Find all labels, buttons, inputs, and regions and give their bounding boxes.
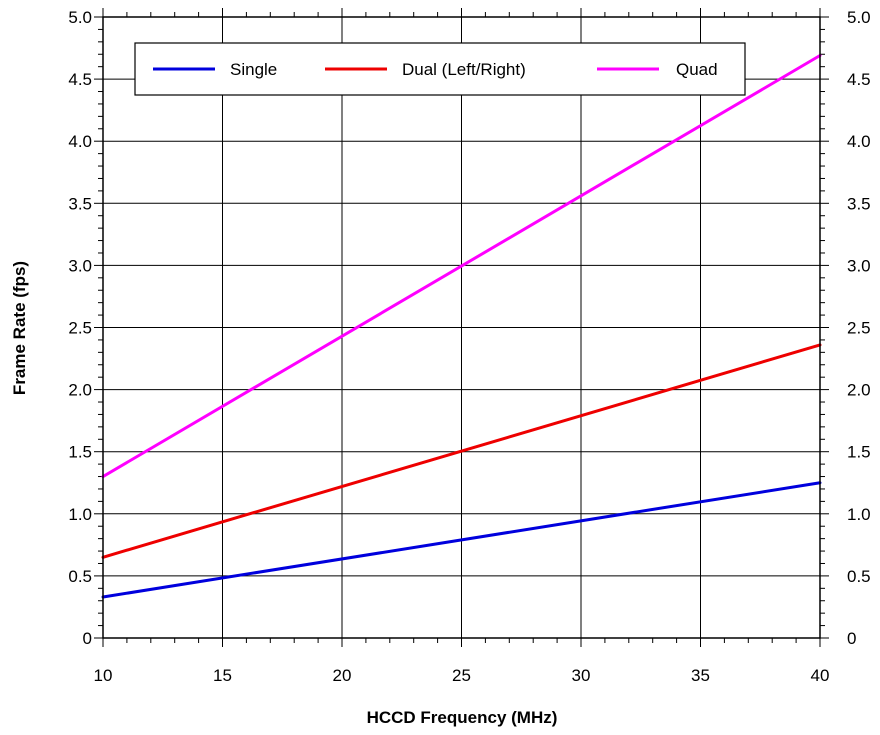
grid-lines <box>102 16 821 639</box>
y-tick-label-right: 3.0 <box>847 256 871 275</box>
series-line-dual <box>101 343 822 559</box>
legend-label-single: Single <box>230 60 277 79</box>
y-axis-title: Frame Rate (fps) <box>10 261 29 395</box>
y-tick-label-right: 0.5 <box>847 567 871 586</box>
series-line-single <box>101 481 822 599</box>
y-tick-label-left: 1.0 <box>68 505 92 524</box>
x-tick-label: 30 <box>572 666 591 685</box>
y-tick-label-right: 3.5 <box>847 194 871 213</box>
legend-label-quad: Quad <box>676 60 718 79</box>
y-tick-label-left: 0.5 <box>68 567 92 586</box>
minor-ticks <box>94 8 829 647</box>
x-tick-labels: 10 15 20 25 30 35 40 <box>94 666 830 685</box>
y-tick-label-left: 2.5 <box>68 319 92 338</box>
y-tick-label-left: 0 <box>83 629 92 648</box>
x-tick-label: 10 <box>94 666 113 685</box>
y-tick-label-left: 3.5 <box>68 194 92 213</box>
y-tick-label-left: 3.0 <box>68 256 92 275</box>
y-tick-label-right: 5.0 <box>847 8 871 27</box>
x-tick-label: 35 <box>691 666 710 685</box>
y-tick-label-left: 5.0 <box>68 8 92 27</box>
y-tick-label-left: 1.5 <box>68 443 92 462</box>
y-tick-label-left: 4.5 <box>68 70 92 89</box>
y-tick-label-right: 1.5 <box>847 443 871 462</box>
y-tick-labels-left: 0 0.5 1.0 1.5 2.0 2.5 3.0 3.5 4.0 4.5 5.0 <box>68 8 92 648</box>
y-tick-label-right: 0 <box>847 629 856 648</box>
series-lines <box>101 54 822 599</box>
y-tick-label-right: 2.5 <box>847 319 871 338</box>
y-tick-label-right: 2.0 <box>847 381 871 400</box>
plot-frame <box>102 16 821 639</box>
legend: Single Dual (Left/Right) Quad <box>134 42 746 96</box>
x-tick-label: 15 <box>213 666 232 685</box>
legend-label-dual: Dual (Left/Right) <box>402 60 526 79</box>
x-tick-label: 40 <box>811 666 830 685</box>
x-axis-title: HCCD Frequency (MHz) <box>367 708 558 727</box>
y-tick-label-left: 4.0 <box>68 132 92 151</box>
x-tick-label: 20 <box>333 666 352 685</box>
y-tick-label-left: 2.0 <box>68 381 92 400</box>
y-tick-label-right: 4.5 <box>847 70 871 89</box>
y-tick-label-right: 1.0 <box>847 505 871 524</box>
x-tick-label: 25 <box>452 666 471 685</box>
y-tick-label-right: 4.0 <box>847 132 871 151</box>
series-line-quad <box>101 54 822 479</box>
y-tick-labels-right: 0 0.5 1.0 1.5 2.0 2.5 3.0 3.5 4.0 4.5 5.0 <box>847 8 871 648</box>
